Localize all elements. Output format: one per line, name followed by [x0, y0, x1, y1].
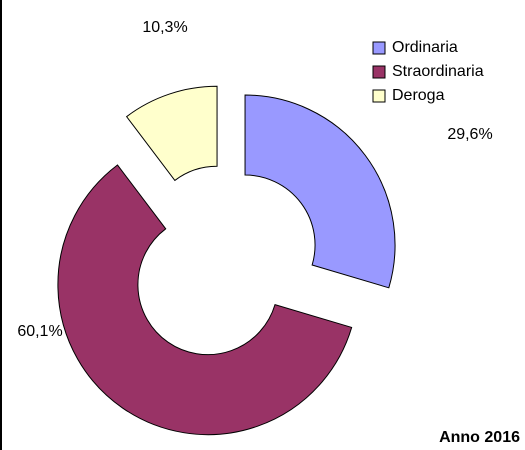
data-label: 29,6% — [447, 126, 492, 143]
legend-label: Deroga — [392, 87, 445, 104]
legend-swatch — [372, 89, 386, 103]
donut-segment — [125, 85, 218, 182]
legend-label: Straordinaria — [392, 63, 484, 80]
legend-swatch — [372, 65, 386, 79]
legend-label: Ordinaria — [392, 39, 458, 56]
legend-swatch — [372, 41, 386, 55]
data-label: 60,1% — [17, 323, 62, 340]
donut-segment — [244, 94, 396, 289]
data-label: 10,3% — [142, 19, 187, 36]
chart-title: Anno 2016 — [439, 429, 520, 446]
donut-segment — [57, 164, 353, 436]
